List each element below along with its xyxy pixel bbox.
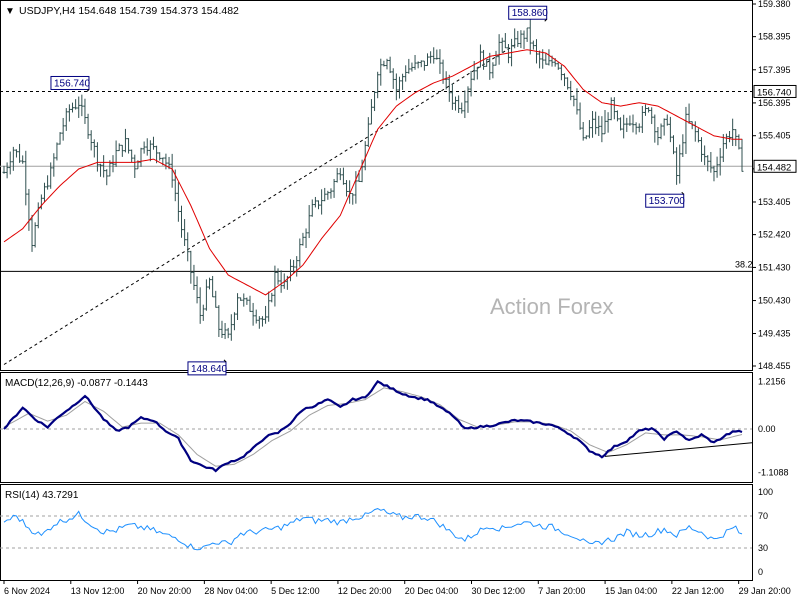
header-arrow: ▼ [5, 6, 15, 17]
macd-axis-label: 0.00 [758, 424, 776, 434]
price-annotation-label: 158.860 [512, 8, 549, 19]
price-annotation-label: 156.740 [54, 78, 91, 89]
watermark: Action Forex [490, 294, 614, 319]
x-axis-label: 12 Dec 20:00 [338, 586, 392, 596]
x-axis-label: 22 Jan 12:00 [672, 586, 724, 596]
x-axis-label: 28 Nov 04:00 [204, 586, 258, 596]
rsi-axis-label: 100 [758, 487, 773, 497]
rsi-line [3, 508, 743, 551]
price-axis-marker-label: 156.740 [757, 87, 791, 98]
price-axis-label: 159.380 [758, 0, 791, 9]
macd-title: MACD(12,26,9) -0.0877 -0.1443 [5, 378, 148, 389]
macd-panel-frame [0, 372, 753, 483]
trendline [3, 42, 519, 365]
price-axis-label: 152.420 [758, 230, 791, 240]
price-axis-label: 148.455 [758, 361, 791, 371]
price-layer: 38.2 158.860 156.740 153.700 148.640 [0, 5, 753, 376]
macd-axis-label: 1.2156 [758, 376, 786, 386]
rsi-axis-label: 0 [758, 567, 763, 577]
price-annotation-box [645, 193, 685, 208]
price-axis-marker-label: 154.482 [757, 162, 791, 173]
x-axis-label: 6 Nov 2024 [4, 586, 50, 596]
macd-main-line [3, 379, 743, 473]
x-axis-label: 15 Jan 04:00 [605, 586, 657, 596]
x-axis-label: 29 Jan 20:00 [739, 586, 791, 596]
rsi-layer [0, 508, 752, 551]
price-axis-label: 157.395 [758, 65, 791, 75]
price-axis-label: 151.430 [758, 262, 791, 272]
x-axis-label: 7 Jan 20:00 [538, 586, 585, 596]
price-annotation-box [508, 5, 548, 20]
price-axis-label: 156.395 [758, 98, 791, 108]
moving-average-line [3, 49, 742, 296]
fib-label: 38.2 [735, 259, 753, 269]
macd-axis-label: -1.1088 [758, 467, 789, 477]
price-annotation-label: 148.640 [191, 364, 228, 375]
macd-trendline [604, 442, 753, 457]
price-annotation-box [187, 361, 227, 376]
rsi-axis-label: 30 [758, 543, 768, 553]
price-axis-marker-box [753, 84, 797, 98]
x-axis-label: 5 Dec 12:00 [271, 586, 320, 596]
price-axis-label: 158.395 [758, 32, 791, 42]
x-axis-label: 20 Nov 20:00 [138, 586, 192, 596]
price-axis-label: 155.405 [758, 131, 791, 141]
price-annotation-box [50, 75, 90, 90]
rsi-axis-label: 70 [758, 511, 768, 521]
axis-layer: 159.380 158.395 157.395 156.395 155.405 154.4… [3, 0, 797, 596]
macd-layer [0, 379, 753, 473]
x-axis-label: 13 Nov 12:00 [71, 586, 125, 596]
rsi-title: RSI(14) 43.7291 [5, 490, 79, 501]
price-axis-marker-box [753, 159, 797, 173]
macd-signal-line [3, 387, 743, 467]
price-annotation-pointer [544, 18, 548, 22]
x-axis-label: 20 Dec 04:00 [405, 586, 459, 596]
price-axis-label: 149.435 [758, 329, 791, 339]
price-panel-frame [0, 0, 753, 371]
price-axis-label: 150.430 [758, 296, 791, 306]
price-annotation-pointer [86, 89, 90, 92]
x-axis-label: 30 Dec 12:00 [472, 586, 526, 596]
chart-title: USDJPY,H4 154.648 154.739 154.373 154.48… [19, 5, 239, 17]
price-annotation-pointer [681, 191, 685, 195]
price-axis-label: 153.405 [758, 197, 791, 207]
price-annotation-label: 153.700 [649, 196, 686, 207]
price-annotation-pointer [223, 359, 227, 363]
rsi-panel-frame [0, 484, 753, 581]
